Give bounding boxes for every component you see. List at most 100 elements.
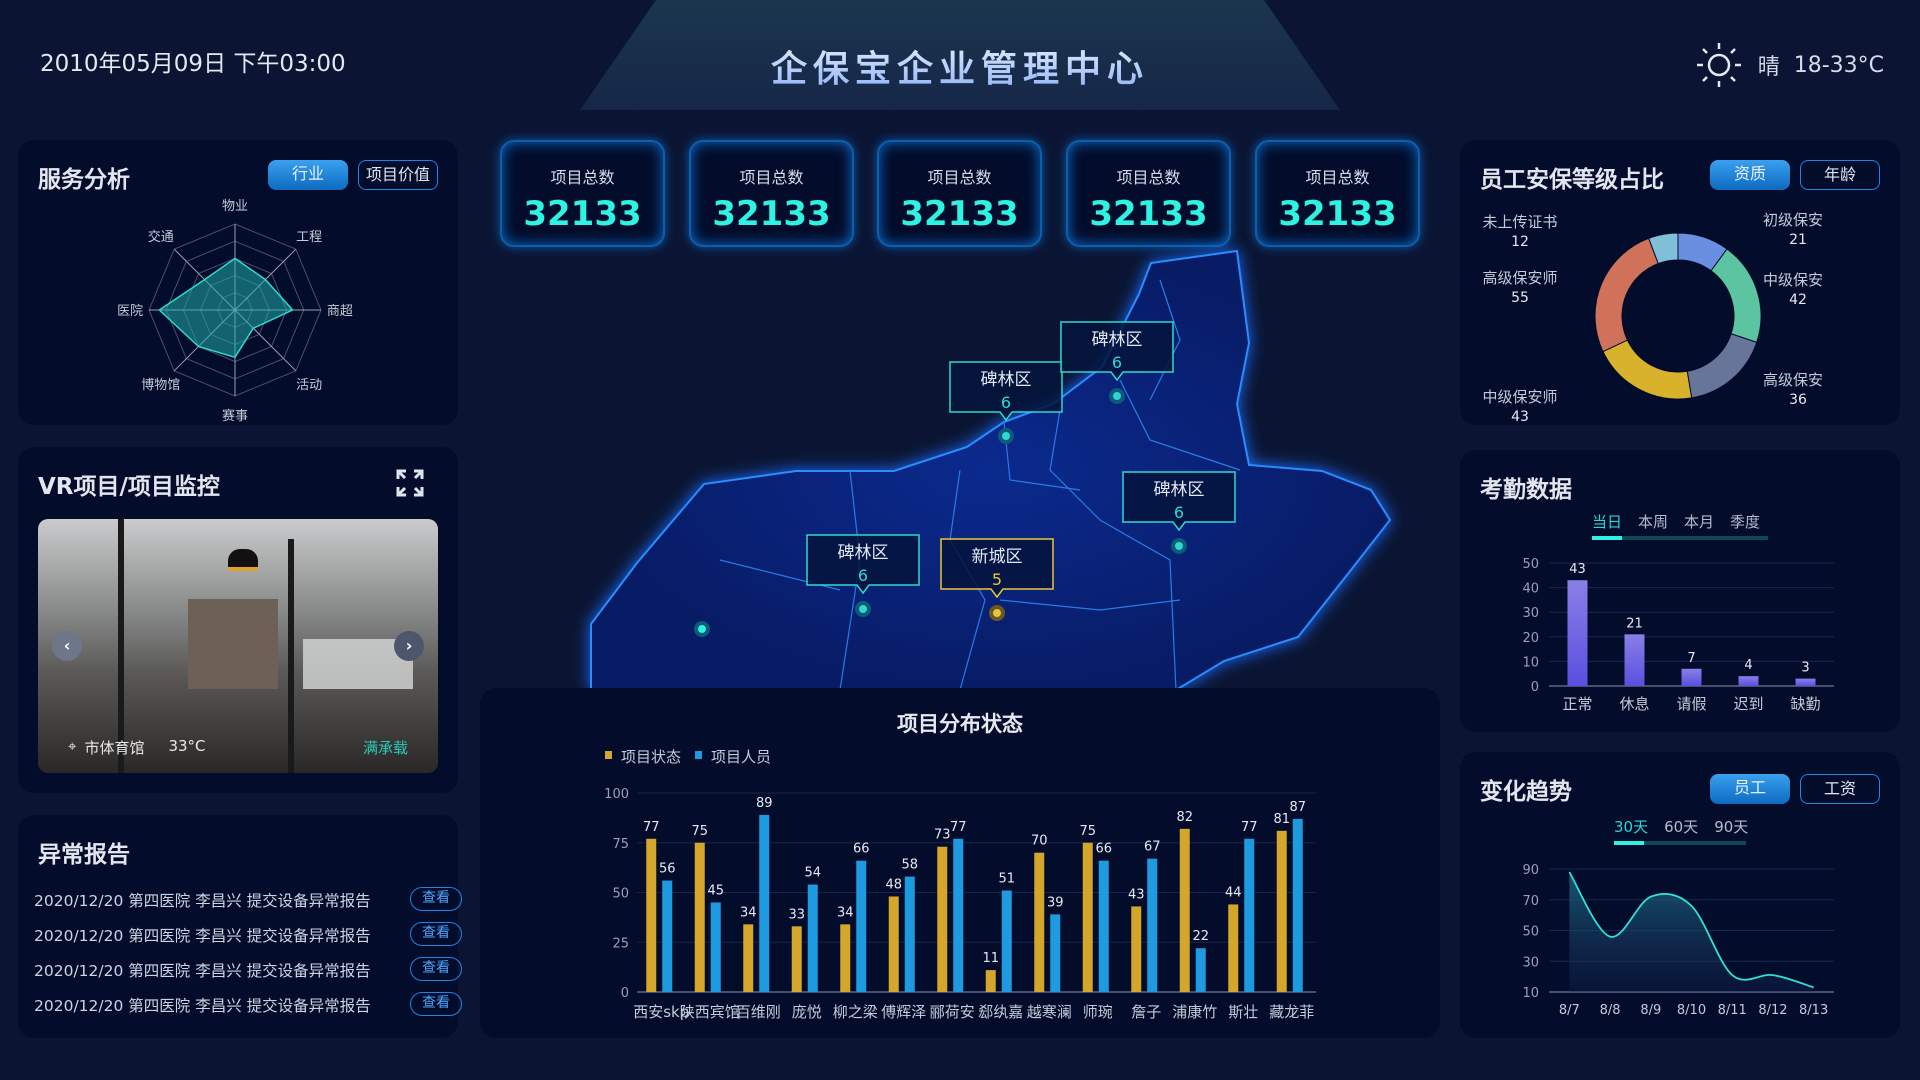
district-value: 6 — [1001, 393, 1011, 412]
stat-card: 项目总数 32133 — [877, 140, 1042, 247]
vr-info: ⌖ 市体育馆 33°C — [68, 737, 206, 758]
district-border — [1049, 409, 1177, 691]
salary-button[interactable]: 工资 — [1800, 774, 1880, 804]
stat-label: 项目总数 — [1116, 168, 1181, 187]
qualification-button[interactable]: 资质 — [1710, 160, 1790, 190]
district-name: 碑林区 — [981, 370, 1032, 390]
map-marker[interactable] — [855, 601, 871, 617]
district-name: 新城区 — [972, 547, 1023, 567]
view-report-button[interactable]: 查看 — [410, 922, 462, 946]
period-tab[interactable]: 本周 — [1638, 513, 1669, 531]
district-value: 6 — [1112, 353, 1122, 372]
stat-value: 32133 — [1089, 194, 1208, 234]
vr-camera-view[interactable]: ‹ › ⌖ 市体育馆 33°C 满承载 — [38, 519, 438, 773]
radar-axis-label: 商超 — [327, 304, 353, 319]
stat-value: 32133 — [523, 194, 642, 234]
lamp — [228, 549, 258, 571]
vr-status: 满承载 — [362, 739, 408, 757]
donut-slice — [1686, 333, 1758, 399]
radar-area — [158, 257, 294, 359]
period-tab[interactable]: 30天 — [1614, 818, 1649, 836]
tab-indicator — [1614, 841, 1746, 845]
stat-label: 项目总数 — [739, 168, 804, 187]
donut-slice — [1710, 248, 1762, 343]
slice-label: 高级保安师 — [1482, 269, 1557, 287]
slice-label: 未上传证书 — [1482, 213, 1557, 231]
slice-value: 21 — [1789, 232, 1807, 248]
period-tab[interactable]: 季度 — [1730, 513, 1761, 531]
period-tab[interactable]: 90天 — [1714, 818, 1749, 836]
period-tab[interactable]: 本月 — [1684, 513, 1715, 531]
district-border — [999, 599, 1181, 611]
stat-value: 32133 — [712, 194, 831, 234]
glass-frame — [118, 519, 124, 773]
report-panel: 异常报告 2020/12/20 第四医院 李昌兴 提交设备异常报告 查看 2020/… — [18, 815, 462, 1038]
panel-title: 服务分析 — [38, 167, 130, 193]
report-item: 2020/12/20 第四医院 李昌兴 提交设备异常报告 — [34, 927, 371, 945]
map-tooltip — [806, 534, 920, 595]
panel-title: 考勤数据 — [1480, 477, 1572, 503]
map-tooltip — [1122, 471, 1236, 532]
vr-temp: 33°C — [168, 737, 206, 755]
attendance-panel: 考勤数据 当日 本周 本月 季度 — [1460, 450, 1900, 732]
panel-title: VR项目/项目监控 — [38, 474, 220, 500]
map-tooltip — [1060, 321, 1174, 382]
vr-panel: VR项目/项目监控 ‹ › ⌖ 市体育馆 33°C 满承载 — [18, 447, 458, 793]
donut-chart: 初级保安 21 中级保安 42 高级保安 36 中级保安师 43 高级保安师 55 未上传证书 12 — [1482, 211, 1823, 425]
stat-card: 项目总数 32133 — [1255, 140, 1420, 247]
slice-label: 中级保安师 — [1482, 388, 1557, 406]
map-tooltip — [940, 538, 1054, 599]
slice-value: 36 — [1789, 392, 1807, 408]
sun-icon — [1696, 43, 1741, 87]
report-item: 2020/12/20 第四医院 李昌兴 提交设备异常报告 — [34, 892, 371, 910]
district-border — [1149, 279, 1181, 401]
radar-axis-label: 交通 — [148, 229, 174, 245]
map-marker[interactable] — [989, 605, 1005, 621]
header-beam — [580, 0, 1340, 110]
donut-slice — [1602, 339, 1693, 400]
view-report-button[interactable]: 查看 — [410, 992, 462, 1016]
panel-title: 员工安保等级占比 — [1480, 167, 1664, 193]
district-border — [1119, 379, 1241, 471]
map-marker[interactable] — [1109, 388, 1125, 404]
next-arrow-icon[interactable]: › — [394, 631, 424, 661]
donut-slice — [1594, 237, 1659, 353]
donut-slice — [1648, 232, 1679, 265]
employee-button[interactable]: 员工 — [1710, 774, 1790, 804]
stat-label: 项目总数 — [550, 168, 615, 187]
district-value: 5 — [992, 570, 1002, 589]
slice-label: 初级保安 — [1763, 211, 1823, 229]
industry-button[interactable]: 行业 — [268, 160, 348, 190]
stat-value: 32133 — [1278, 194, 1397, 234]
trend-panel: 变化趋势 员工 工资 30天 60天 90天 — [1460, 752, 1900, 1038]
datetime: 2010年05月09日 下午03:00 — [40, 51, 346, 77]
prev-arrow-icon[interactable]: ‹ — [52, 631, 82, 661]
district-value: 6 — [1174, 503, 1184, 522]
vr-wall — [188, 599, 278, 689]
map-marker[interactable] — [998, 428, 1014, 444]
period-tab[interactable]: 当日 — [1592, 513, 1623, 531]
weather-temp: 18-33°C — [1793, 52, 1884, 78]
radar-axis-label: 医院 — [117, 304, 143, 319]
panel-title: 异常报告 — [38, 842, 130, 868]
age-button[interactable]: 年龄 — [1800, 160, 1880, 190]
project-value-button[interactable]: 项目价值 — [358, 160, 438, 190]
slice-value: 42 — [1789, 292, 1807, 308]
stat-card: 项目总数 32133 — [689, 140, 854, 247]
view-report-button[interactable]: 查看 — [410, 957, 462, 981]
slice-value: 43 — [1511, 409, 1529, 425]
slice-label: 中级保安 — [1763, 271, 1823, 289]
stat-card: 项目总数 32133 — [500, 140, 665, 247]
expand-icon[interactable] — [396, 469, 424, 497]
view-report-button[interactable]: 查看 — [410, 887, 462, 911]
radar-axis-label: 工程 — [296, 230, 322, 245]
stat-label: 项目总数 — [1305, 168, 1370, 187]
glass-frame — [288, 539, 294, 773]
stat-card: 项目总数 32133 — [1066, 140, 1231, 247]
period-tab[interactable]: 60天 — [1664, 818, 1699, 836]
stat-value: 32133 — [900, 194, 1019, 234]
slice-value: 12 — [1511, 234, 1529, 250]
map-marker[interactable] — [1171, 538, 1187, 554]
weather-condition: 晴 — [1757, 55, 1780, 80]
